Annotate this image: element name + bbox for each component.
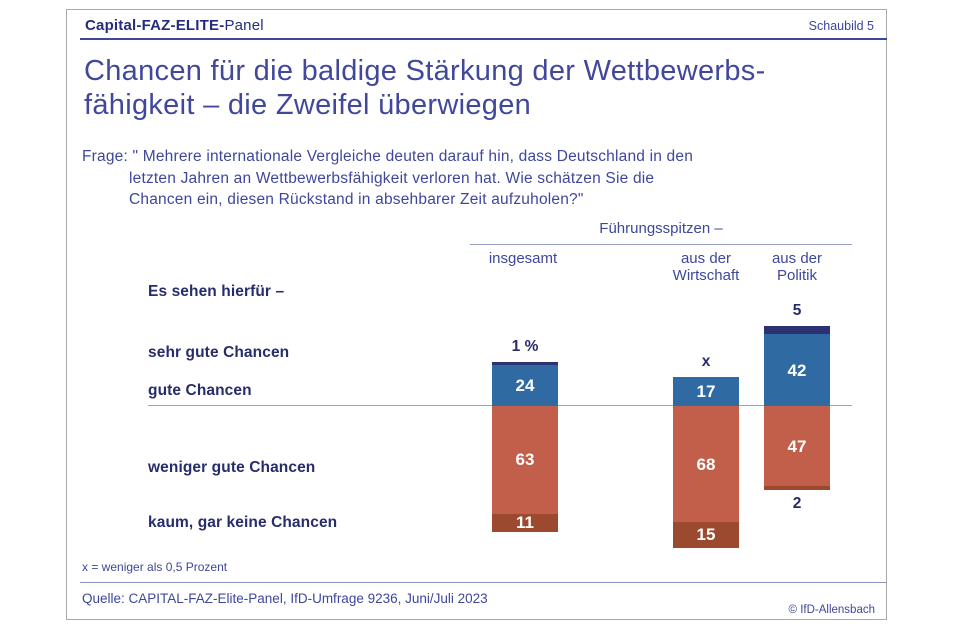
source-line: Quelle: CAPITAL-FAZ-Elite-Panel, IfD-Umf… (82, 591, 488, 606)
column-header-insgesamt: insgesamt (488, 250, 558, 267)
column-header-politik: aus der Politik (771, 250, 823, 284)
footnote: x = weniger als 0,5 Prozent (82, 560, 228, 574)
panel-brand-bold: Capital-FAZ-ELITE- (85, 17, 225, 34)
column-group-rule (470, 244, 852, 245)
header-rule (80, 38, 887, 40)
row-label-sehr-gute: sehr gute Chancen (148, 344, 290, 361)
chart-title: Chancen für die baldige Stärkung der Wet… (84, 55, 766, 121)
source-rule (80, 582, 887, 583)
row-label-weniger-gute: weniger gute Chancen (148, 459, 316, 476)
zero-baseline (148, 405, 852, 406)
panel-brand: Capital-FAZ-ELITE-Panel (85, 17, 264, 34)
row-label-gute: gute Chancen (148, 382, 252, 399)
panel-brand-regular: Panel (224, 17, 264, 34)
row-label-kaum-keine: kaum, gar keine Chancen (148, 514, 338, 531)
column-header-wirtschaft: aus der Wirtschaft (672, 250, 740, 284)
survey-question: Frage: " Mehrere internationale Vergleic… (82, 148, 694, 208)
slide-number: Schaubild 5 (808, 19, 874, 33)
copyright: © IfD-Allensbach (788, 604, 875, 616)
slide-frame (66, 9, 887, 620)
column-group-header: Führungsspitzen – (599, 220, 723, 237)
legend-intro-label: Es sehen hierfür – (148, 283, 285, 300)
